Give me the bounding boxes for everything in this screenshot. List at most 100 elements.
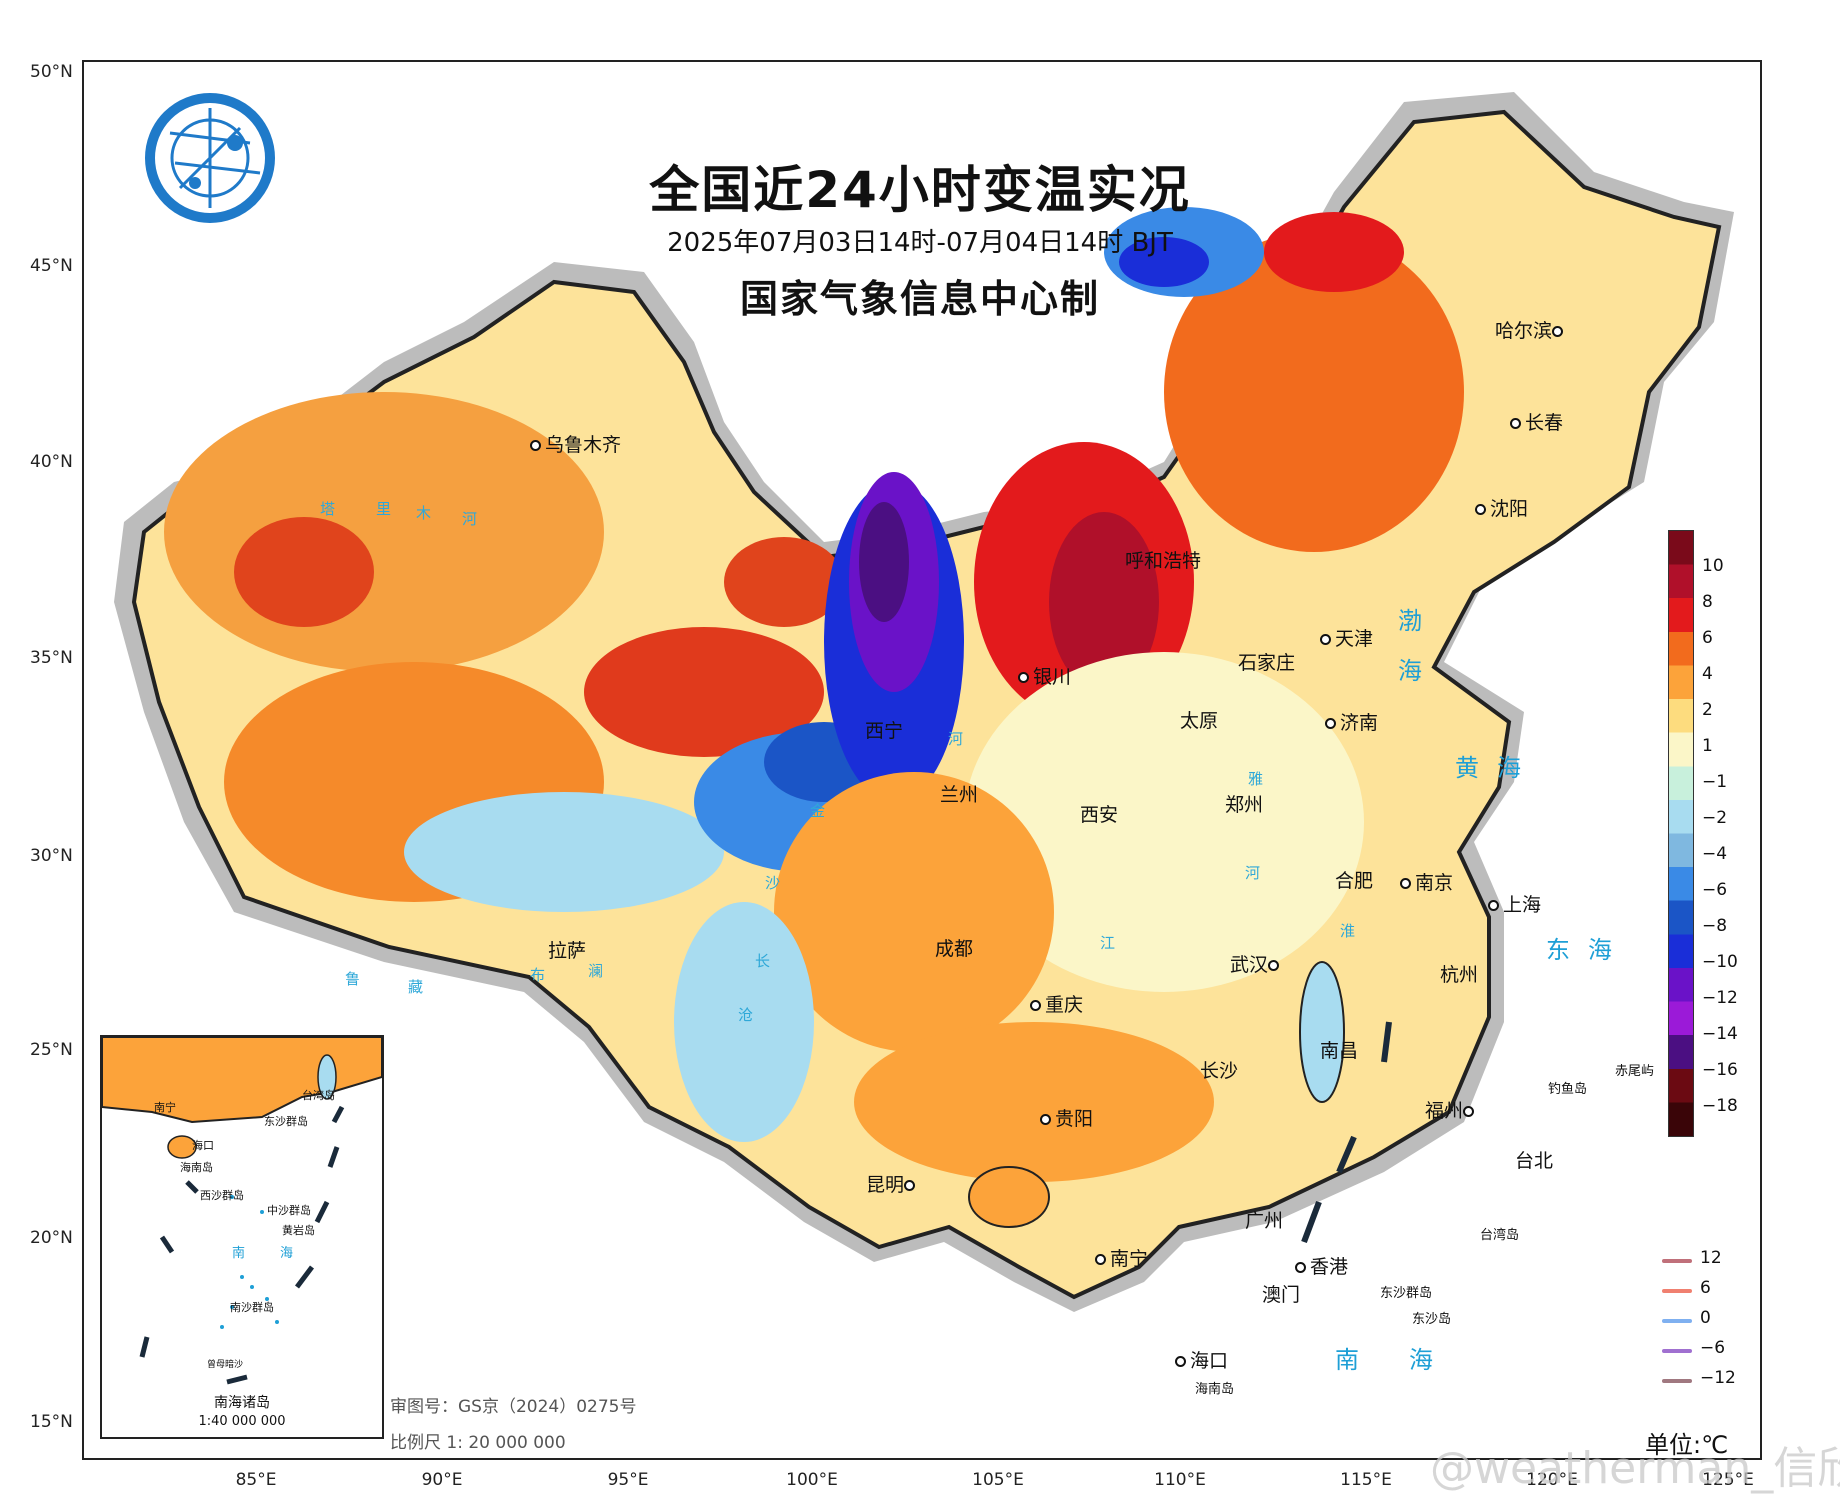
colorbar [1668,530,1694,1137]
sea-yellow: 黄海 [1455,754,1539,782]
lat-label-30n: 30°N [30,846,73,866]
city-xian: 西安 [1080,804,1119,826]
yunnan-cool [674,902,814,1142]
city-wuhan: 武汉 [1230,950,1283,977]
city-guiyang: 贵阳 [1040,1104,1093,1131]
contour-line-swatch [1662,1289,1692,1293]
city-haikou: 海口 [1175,1346,1228,1373]
city-dot-icon [1268,960,1280,971]
lon-label-100e: 100°E [786,1470,838,1490]
sea-east: 东海 [1546,936,1630,964]
north-china-hot [1049,512,1159,692]
city-fuzhou: 福州 [1425,1096,1478,1123]
south-tibet-cool [404,792,724,912]
inset-label: 海南岛 [180,1161,213,1174]
city-jinan: 济南 [1325,708,1378,735]
inset-label: 南宁 [154,1101,176,1114]
river-label: 河 [462,510,478,528]
northeast-hot [1264,212,1404,292]
inset-label: 黄岩岛 [282,1224,315,1237]
map-title: 全国近24小时变温实况 [649,161,1191,219]
river-label: 塔 [320,500,336,518]
river-label: 木 [416,504,432,522]
lat-label-35n: 35°N [30,648,73,668]
review-number: 审图号：GS京（2024）0275号 [390,1397,637,1417]
lat-label-15n: 15°N [30,1412,73,1432]
river-label: 鲁 [345,970,361,988]
temperature-change-map [114,92,1734,1312]
colorbar-tick: 1 [1702,736,1713,756]
city-changsha: 长沙 [1200,1060,1239,1082]
city-guangzhou: 广州 [1245,1210,1284,1232]
city-taiyuan: 太原 [1180,710,1219,732]
colorbar-tick: −16 [1702,1060,1738,1080]
watermark: @weatherman_信欣 [1430,1443,1840,1494]
city-yinchuan: 银川 [1018,662,1071,689]
city-dot-icon [1175,1356,1186,1367]
city-dot-icon [1488,900,1499,911]
inset-sea-label: 南 [232,1246,246,1261]
city-dot-icon [1400,878,1411,889]
unit-label: 单位:℃ [1645,1431,1729,1459]
river-label: 淮 [1340,922,1356,940]
city-xining: 西宁 [865,720,904,742]
cma-logo [145,93,275,223]
colorbar-tick: −10 [1702,952,1738,972]
colorbar-tick: −6 [1702,880,1728,900]
city-tianjin: 天津 [1320,624,1373,651]
river-label: 江 [1100,934,1116,952]
colorbar-tick: 2 [1702,700,1713,720]
contour-line-swatch [1662,1319,1692,1323]
city-lanzhou: 兰州 [940,784,979,806]
river-label: 布 [530,966,546,984]
city-chengdu: 成都 [935,938,974,960]
city-kunming: 昆明 [866,1170,919,1197]
lon-label-115e: 115°E [1340,1470,1392,1490]
taiwan-island [1299,961,1345,1103]
warm-core-1 [234,517,374,627]
contour-line-swatch [1662,1349,1692,1353]
hinggan-cold [1119,237,1209,287]
inset-label: 曾母暗沙 [207,1360,244,1370]
map-producer: 国家气象信息中心制 [739,277,1100,321]
colorbar-tick: −18 [1702,1096,1738,1116]
lon-label-105e: 105°E [972,1470,1024,1490]
city-dot-icon [1325,718,1336,729]
map-frame [82,60,1762,1460]
city-shijiazhuang: 石家庄 [1238,652,1296,674]
colorbar-tick: −4 [1702,844,1728,864]
river-label: 金 [810,802,826,820]
inset-boundary-dashes [139,1105,345,1385]
colorbar-tick: 6 [1702,628,1713,648]
city-dot-icon [904,1180,916,1191]
city-chongqing: 重庆 [1030,990,1083,1017]
city-hohhot: 呼和浩特 [1125,550,1202,572]
river-label: 雅 [1248,770,1264,788]
lon-label-110e: 110°E [1154,1470,1206,1490]
lon-label-85e: 85°E [235,1470,277,1490]
city-dot-icon [530,440,541,451]
contour-label: −12 [1700,1368,1736,1388]
inset-hainan [167,1135,197,1159]
river-label: 沧 [738,1006,754,1024]
lat-label-45n: 45°N [30,256,73,276]
city-urumqi: 乌鲁木齐 [530,430,621,457]
city-dot-icon [1510,418,1521,429]
warm-core-2 [724,537,844,627]
label-dongsha-islands: 东沙群岛 [1380,1286,1433,1301]
south-china-sea-inset: 南宁 台湾岛 东沙群岛 海口 海南岛 西沙群岛 中沙群岛 黄岩岛 南 海 南沙群… [100,1035,384,1439]
city-taipei: 台北 [1515,1150,1554,1172]
lon-label-95e: 95°E [607,1470,649,1490]
lat-label-50n: 50°N [30,62,73,82]
label-diaoyudao: 钓鱼岛 [1548,1082,1588,1097]
map-subtitle: 2025年07月03日14时-07月04日14时 BJT [667,228,1173,258]
contour-line-swatch [1662,1379,1692,1383]
city-dot-icon [1040,1114,1051,1125]
label-hainan-island: 海南岛 [1195,1382,1235,1397]
contour-label: −6 [1700,1338,1726,1358]
inset-map [102,1037,382,1385]
river-label: 沙 [765,874,781,892]
city-hangzhou: 杭州 [1440,964,1479,986]
colorbar-tick: 4 [1702,664,1713,684]
inset-sea-label: 海 [280,1246,294,1261]
